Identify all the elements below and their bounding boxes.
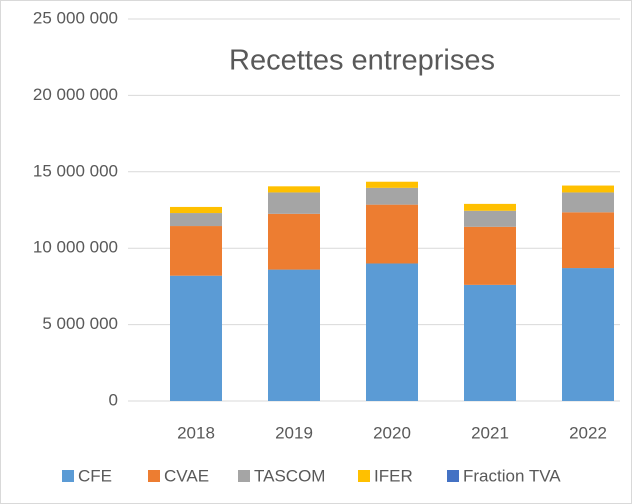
y-tick-label: 20 000 000 <box>33 85 118 104</box>
x-tick-label: 2020 <box>373 423 411 442</box>
bar-segment <box>366 181 418 188</box>
y-tick-label: 5 000 000 <box>42 314 118 333</box>
legend-swatch <box>358 470 370 482</box>
legend-swatch <box>62 470 74 482</box>
legend-label: IFER <box>374 466 413 485</box>
bar-segment <box>562 268 614 401</box>
legend-swatch <box>148 470 160 482</box>
x-tick-label: 2019 <box>275 423 313 442</box>
x-tick-label: 2022 <box>569 423 607 442</box>
bar-segment <box>170 226 222 276</box>
y-tick-label: 0 <box>109 390 118 409</box>
bar-segment <box>170 206 222 214</box>
bar-segment <box>366 187 418 205</box>
bar-segment <box>366 263 418 401</box>
bar-segment <box>562 192 614 213</box>
legend-label: CVAE <box>164 466 209 485</box>
legend-swatch <box>238 470 250 482</box>
chart-title: Recettes entreprises <box>229 45 495 77</box>
y-tick-label: 15 000 000 <box>33 161 118 180</box>
legend-label: TASCOM <box>254 466 325 485</box>
bar-segment <box>464 226 516 285</box>
legend-swatch <box>447 470 459 482</box>
bar-segment <box>562 185 614 193</box>
bar-segment <box>268 213 320 270</box>
legend-label: CFE <box>78 466 112 485</box>
bar-segment <box>366 204 418 264</box>
bar-segment <box>464 210 516 227</box>
bar-segment <box>562 212 614 269</box>
y-tick-label: 10 000 000 <box>33 238 118 257</box>
bar-segment <box>170 213 222 227</box>
bar-segment <box>268 192 320 214</box>
bar-segment <box>268 186 320 193</box>
x-tick-label: 2021 <box>471 423 509 442</box>
bar-segment <box>464 284 516 401</box>
bar-segment <box>268 269 320 401</box>
legend-label: Fraction TVA <box>463 466 561 485</box>
bar-segment <box>464 203 516 211</box>
bar-segment <box>170 275 222 401</box>
x-tick-label: 2018 <box>177 423 215 442</box>
y-tick-label: 25 000 000 <box>33 8 118 27</box>
